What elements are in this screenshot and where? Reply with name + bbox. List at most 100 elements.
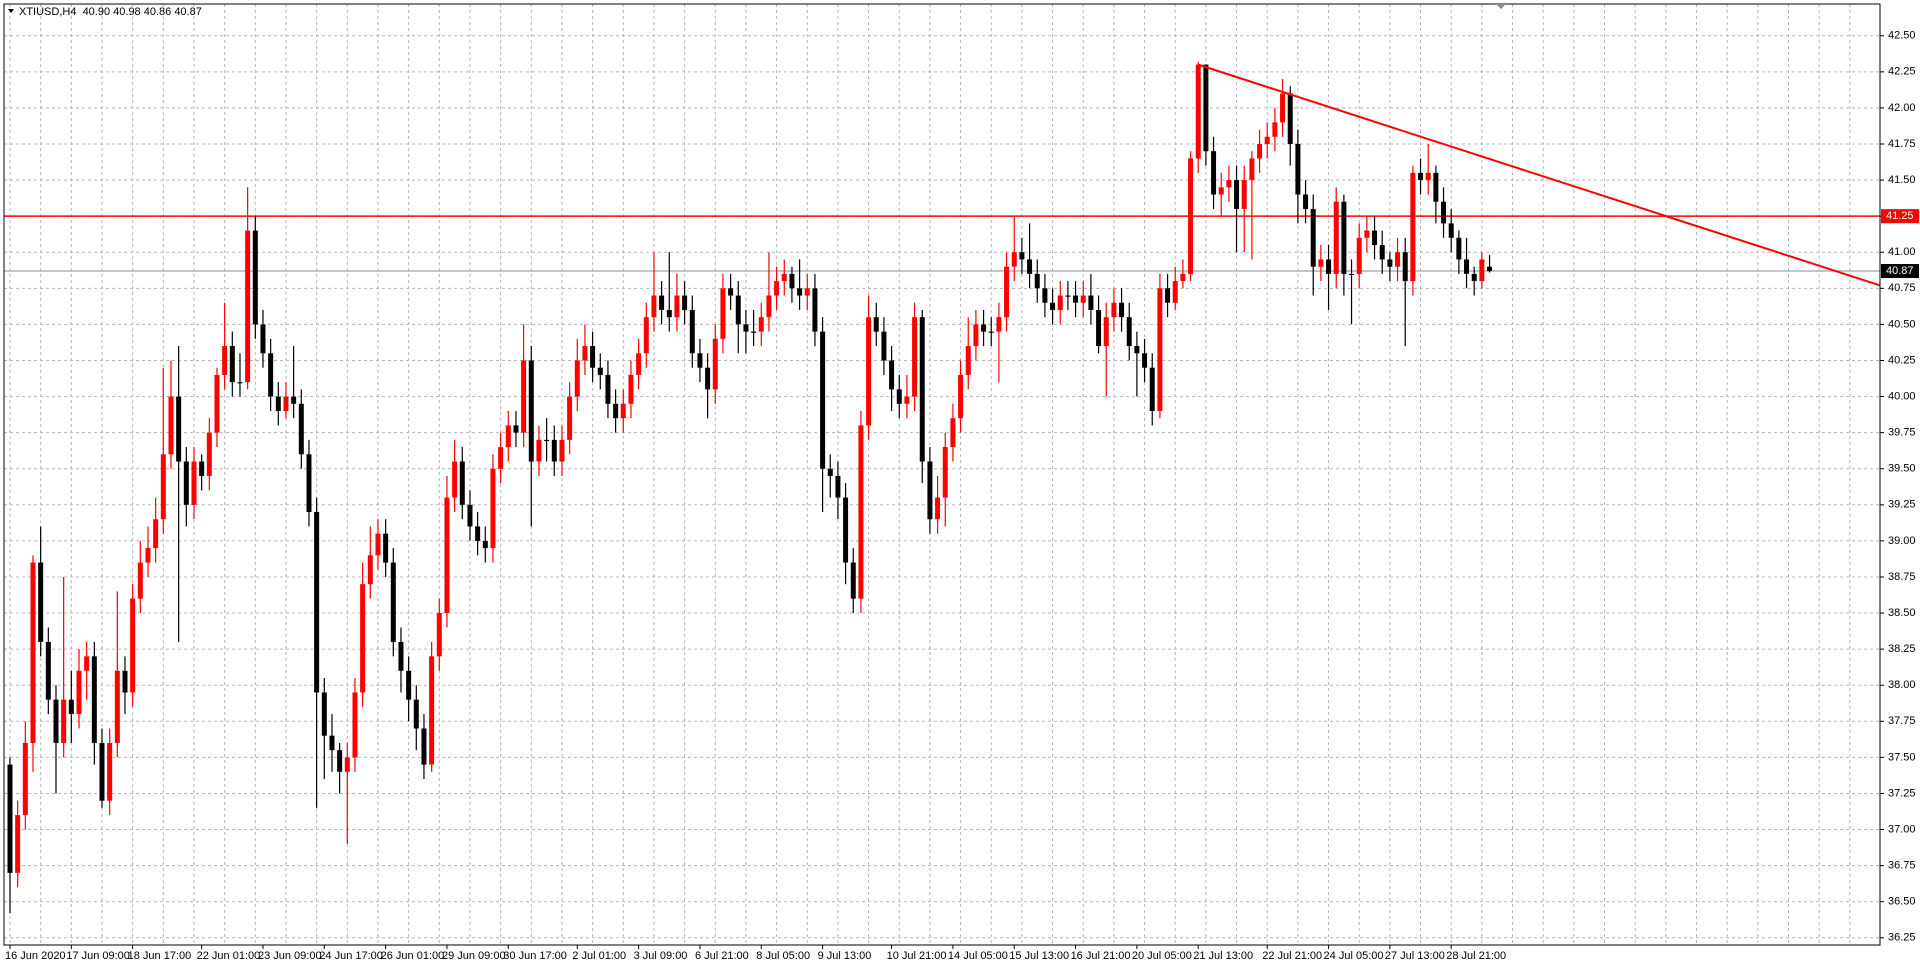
x-tick-label: 29 Jun 09:00 bbox=[442, 950, 506, 962]
x-tick-label: 16 Jun 2020 bbox=[5, 950, 66, 962]
candle-body bbox=[283, 396, 289, 411]
candle-body bbox=[605, 374, 611, 404]
y-tick-label: 39.50 bbox=[1888, 463, 1916, 475]
candle-body bbox=[398, 641, 404, 671]
candle-body bbox=[988, 331, 994, 333]
candle-body bbox=[114, 670, 120, 743]
candle-body bbox=[268, 353, 274, 397]
x-tick-label: 30 Jun 17:00 bbox=[503, 950, 567, 962]
candle-body bbox=[720, 288, 726, 339]
menu-arrow[interactable] bbox=[8, 9, 14, 13]
candle-body bbox=[850, 562, 856, 599]
y-tick-label: 38.25 bbox=[1888, 643, 1916, 655]
candle-body bbox=[528, 360, 534, 462]
y-tick-label: 40.75 bbox=[1888, 282, 1916, 294]
trend-line bbox=[1197, 63, 1881, 287]
candle-body bbox=[674, 295, 680, 318]
candle-body bbox=[337, 750, 343, 772]
candle-body bbox=[1027, 259, 1033, 274]
candle-body bbox=[1226, 180, 1232, 188]
x-tick-label: 24 Jul 05:00 bbox=[1324, 950, 1384, 962]
candle-body bbox=[467, 504, 473, 527]
candle-body bbox=[22, 742, 28, 816]
candle-body bbox=[15, 815, 21, 873]
candle-body bbox=[812, 288, 818, 332]
candle-body bbox=[551, 439, 557, 462]
candle-body bbox=[958, 374, 964, 419]
x-tick-label: 6 Jul 21:00 bbox=[695, 950, 749, 962]
candle-body bbox=[1157, 288, 1163, 411]
x-tick-label: 3 Jul 09:00 bbox=[634, 950, 688, 962]
candle-body bbox=[153, 519, 159, 549]
candle-body bbox=[1218, 187, 1224, 195]
candle-body bbox=[99, 742, 105, 801]
candle-body bbox=[1111, 302, 1117, 318]
price-label-box bbox=[1881, 264, 1919, 279]
candle-body bbox=[306, 454, 312, 513]
candle-body bbox=[1295, 143, 1301, 195]
candle-body bbox=[291, 396, 297, 404]
candle-body bbox=[183, 461, 189, 505]
candle-body bbox=[1149, 367, 1155, 411]
candle-body bbox=[1479, 259, 1485, 282]
candle-body bbox=[145, 548, 151, 563]
candle-body bbox=[935, 497, 941, 520]
candle-body bbox=[1410, 172, 1416, 282]
candle-body bbox=[1471, 273, 1477, 282]
candle-body bbox=[1287, 93, 1293, 144]
y-tick-label: 42.25 bbox=[1888, 66, 1916, 78]
x-tick-label: 22 Jul 21:00 bbox=[1262, 950, 1322, 962]
candle-body bbox=[697, 353, 703, 368]
x-tick-label: 18 Jun 17:00 bbox=[128, 950, 192, 962]
candle-body bbox=[1349, 273, 1355, 276]
candle-body bbox=[1341, 201, 1347, 274]
candle-body bbox=[490, 468, 496, 549]
candle-body bbox=[735, 295, 741, 325]
price-label: 41.25 bbox=[1886, 210, 1914, 222]
candle-body bbox=[643, 317, 649, 354]
candle-body bbox=[1234, 180, 1240, 209]
y-tick-label: 40.50 bbox=[1888, 318, 1916, 330]
candle-body bbox=[743, 324, 749, 332]
candle-body bbox=[659, 295, 665, 310]
candle-body bbox=[314, 512, 320, 693]
candle-body bbox=[651, 295, 657, 318]
candle-body bbox=[1203, 64, 1209, 152]
candle-body bbox=[329, 735, 335, 751]
candle-body bbox=[597, 367, 603, 375]
candle-body bbox=[536, 439, 542, 462]
candle-body bbox=[1119, 302, 1125, 318]
y-tick-label: 36.50 bbox=[1888, 896, 1916, 908]
candle-body bbox=[521, 360, 527, 433]
y-tick-label: 37.50 bbox=[1888, 751, 1916, 763]
plot bbox=[7, 61, 1881, 914]
x-tick-label: 20 Jul 05:00 bbox=[1132, 950, 1192, 962]
candle-body bbox=[1180, 273, 1186, 282]
candle-body bbox=[574, 360, 580, 397]
candle-body bbox=[1142, 353, 1148, 368]
candle-body bbox=[107, 742, 113, 801]
candle-body bbox=[199, 461, 205, 476]
candle-body bbox=[1042, 288, 1048, 303]
candle-body bbox=[45, 641, 51, 700]
candle-body bbox=[866, 317, 872, 426]
candle-body bbox=[889, 360, 895, 390]
y-tick-label: 39.25 bbox=[1888, 499, 1916, 511]
candle-body bbox=[68, 699, 74, 715]
candle-body bbox=[122, 670, 128, 693]
candle-body bbox=[160, 454, 166, 520]
candle-body bbox=[927, 461, 933, 520]
x-tick-label: 16 Jul 21:00 bbox=[1071, 950, 1131, 962]
candle-body bbox=[275, 396, 281, 411]
x-tick-label: 22 Jun 01:00 bbox=[197, 950, 261, 962]
candle-body bbox=[766, 295, 772, 318]
candle-body bbox=[1249, 158, 1255, 181]
candle-body bbox=[620, 403, 626, 419]
candle-body bbox=[436, 613, 442, 657]
candle-body bbox=[858, 425, 864, 599]
candle-body bbox=[1050, 302, 1056, 310]
candle-body bbox=[482, 540, 488, 549]
candle-body bbox=[1241, 180, 1247, 209]
y-tick-label: 41.75 bbox=[1888, 138, 1916, 150]
